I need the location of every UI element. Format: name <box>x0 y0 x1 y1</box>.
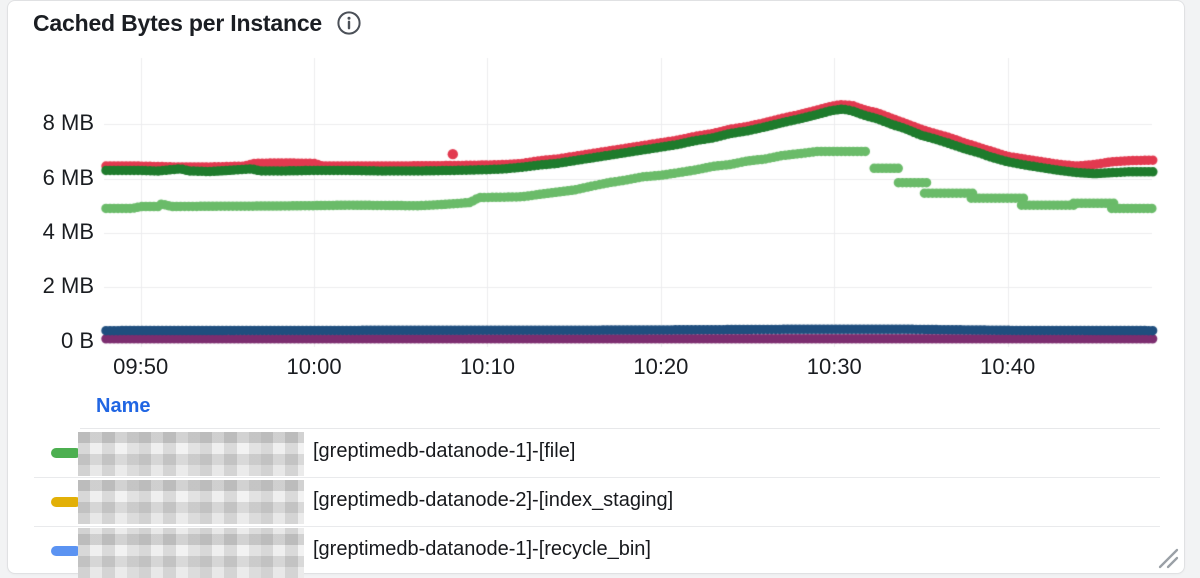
y-axis-label: 6 MB <box>42 164 94 190</box>
redacted-text <box>78 528 304 578</box>
redacted-text <box>78 432 304 476</box>
x-axis-label: 10:20 <box>633 354 689 379</box>
y-axis-label: 8 MB <box>42 110 94 136</box>
y-axis-label: 2 MB <box>42 273 94 299</box>
x-axis-label: 10:00 <box>286 354 342 379</box>
y-axis-label: 4 MB <box>42 218 94 244</box>
x-axis-label: 10:10 <box>459 354 515 379</box>
y-axis-label: 0 B <box>60 327 94 353</box>
redacted-text <box>78 480 304 524</box>
x-axis-label: 10:30 <box>806 354 862 379</box>
x-axis-label: 09:50 <box>113 354 169 379</box>
x-axis-label: 10:40 <box>980 354 1036 379</box>
